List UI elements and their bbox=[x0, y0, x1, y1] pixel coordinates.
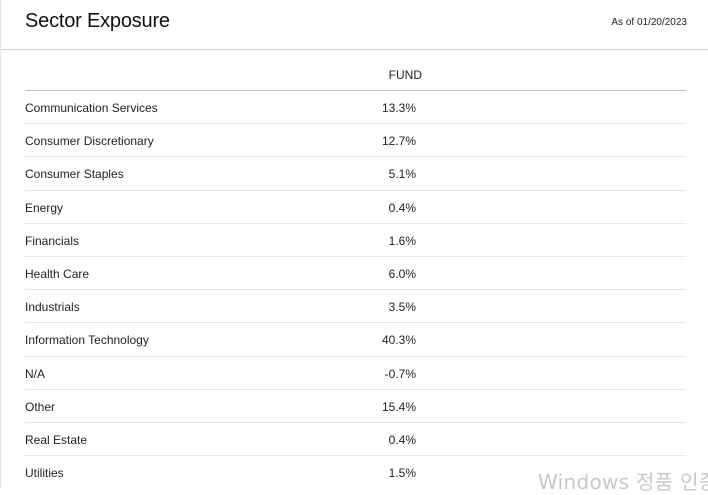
table-row: Industrials 3.5% bbox=[25, 290, 686, 324]
table-row: Energy 0.4% bbox=[25, 191, 686, 224]
sector-name: N/A bbox=[25, 366, 46, 381]
sector-name: Industrials bbox=[25, 300, 80, 315]
sector-name: Real Estate bbox=[25, 432, 88, 447]
table-row: N/A -0.7% bbox=[25, 357, 686, 390]
fund-value: 13.3% bbox=[381, 101, 416, 115]
sector-name: Other bbox=[25, 399, 56, 414]
sector-name: Consumer Discretionary bbox=[25, 134, 154, 149]
table-row: Consumer Discretionary 12.7% bbox=[25, 124, 686, 158]
table-row: Consumer Staples 5.1% bbox=[25, 157, 686, 191]
sector-name: Information Technology bbox=[25, 333, 149, 348]
fund-value: 5.1% bbox=[388, 167, 416, 182]
fund-value: 0.4% bbox=[388, 432, 416, 447]
sector-name: Utilities bbox=[25, 466, 64, 481]
fund-value: 6.0% bbox=[388, 266, 416, 281]
fund-column-header: FUND bbox=[388, 68, 422, 82]
fund-value: -0.7% bbox=[384, 366, 416, 381]
sector-name: Health Care bbox=[25, 266, 90, 281]
table-header-row: FUND bbox=[25, 58, 686, 91]
table-row: Utilities 1.5% bbox=[25, 456, 686, 489]
sector-name: Consumer Staples bbox=[25, 167, 124, 182]
fund-value: 15.4% bbox=[381, 399, 416, 414]
fund-value: 12.7% bbox=[381, 134, 416, 149]
sector-name: Communication Services bbox=[25, 101, 158, 115]
fund-value: 0.4% bbox=[388, 200, 416, 215]
fund-value: 3.5% bbox=[388, 300, 416, 315]
fund-value: 40.3% bbox=[381, 333, 416, 348]
windows-activation-watermark: Windows 정품 인증 bbox=[538, 470, 708, 494]
sector-name: Energy bbox=[25, 200, 64, 215]
table-row: Financials 1.6% bbox=[25, 224, 686, 257]
table-row: Information Technology 40.3% bbox=[25, 323, 686, 357]
sector-name: Financials bbox=[25, 233, 80, 248]
fund-value: 1.5% bbox=[388, 466, 416, 481]
sector-exposure-table: FUND Communication Services 13.3% Consum… bbox=[25, 58, 686, 489]
table-row: Real Estate 0.4% bbox=[25, 423, 686, 457]
table-row: Other 15.4% bbox=[25, 390, 686, 423]
table-row: Communication Services 13.3% bbox=[25, 91, 686, 125]
as-of-date: As of 01/20/2023 bbox=[611, 17, 687, 28]
fund-value: 1.6% bbox=[388, 233, 416, 248]
section-header: Sector Exposure As of 01/20/2023 bbox=[1, 0, 708, 50]
section-title: Sector Exposure bbox=[25, 10, 170, 32]
table-row: Health Care 6.0% bbox=[25, 257, 686, 291]
